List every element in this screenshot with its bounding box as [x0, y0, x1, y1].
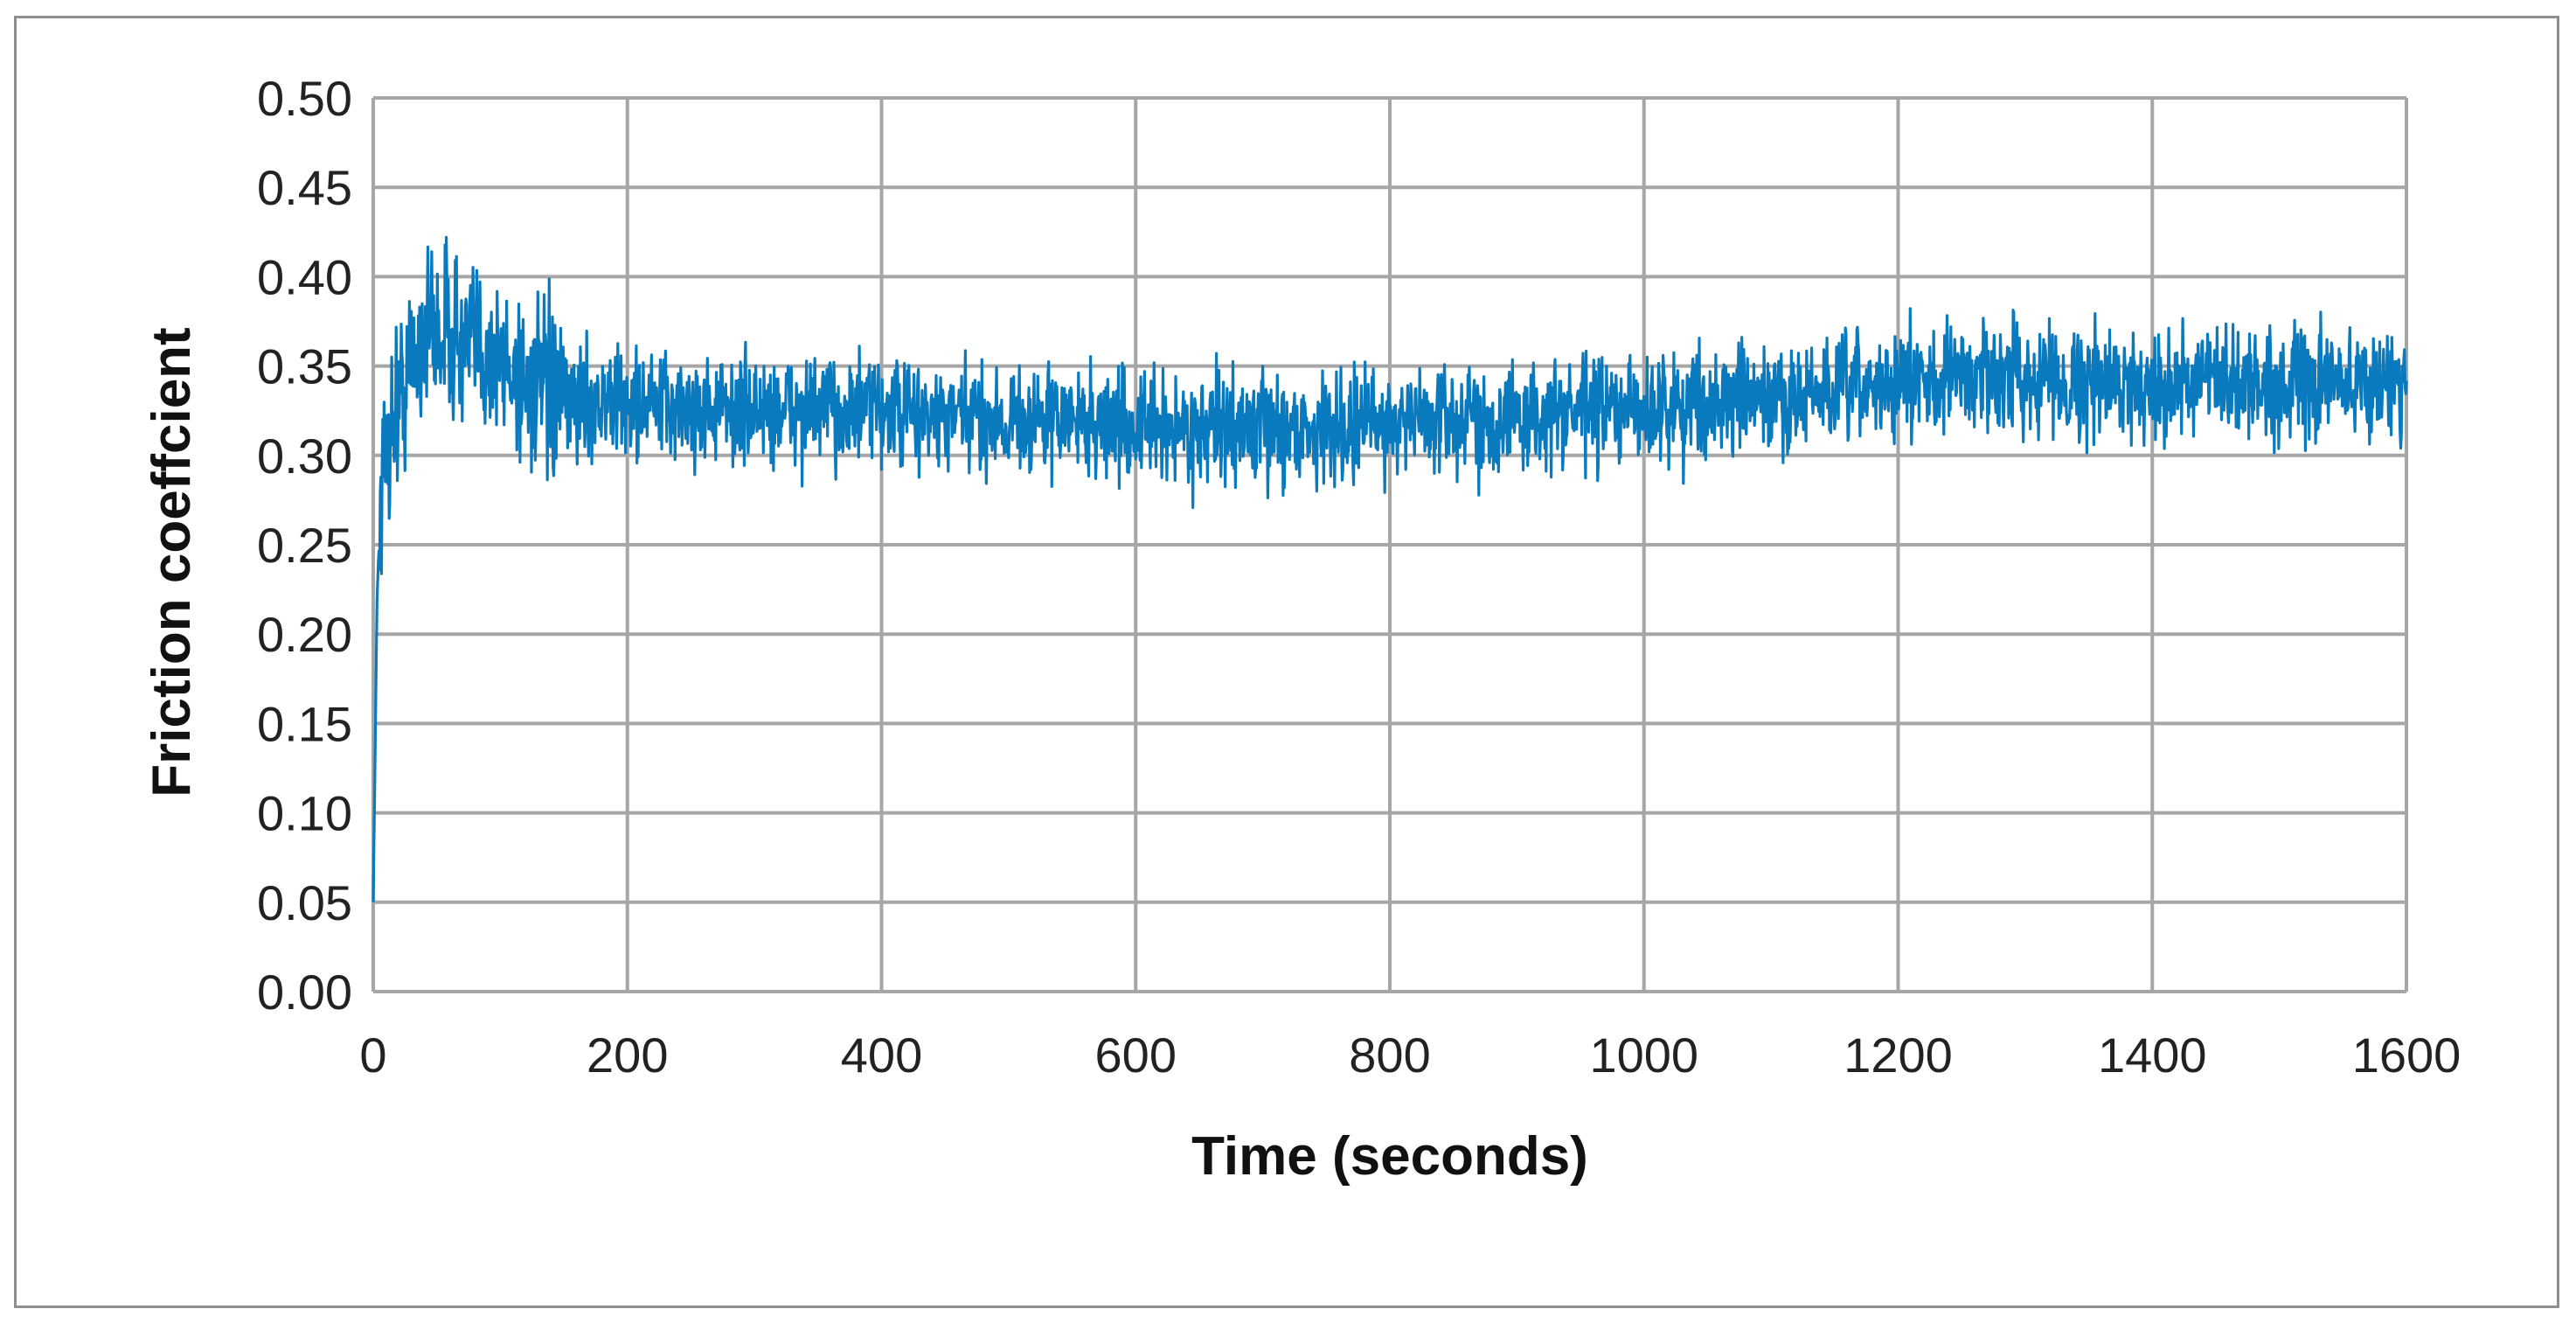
x-axis-title: Time (seconds)	[1191, 1126, 1588, 1187]
y-axis-title: Friction coeffcient	[142, 327, 202, 797]
y-tick-label: 0.25	[257, 518, 352, 573]
x-tick-label: 1200	[1843, 1027, 1953, 1083]
x-tick-label: 400	[841, 1027, 922, 1083]
y-tick-label: 0.50	[257, 71, 352, 126]
x-tick-label: 1000	[1589, 1027, 1698, 1083]
x-tick-label: 200	[587, 1027, 668, 1083]
chart-frame: 0.00 0.05 0.10 0.15 0.20 0.25 0.30 0.35 0.40 0.45…	[14, 16, 2559, 1308]
series-layer	[371, 235, 2408, 902]
y-tick-label: 0.45	[257, 160, 352, 215]
y-tick-label: 0.15	[257, 696, 352, 751]
y-tick-label: 0.40	[257, 249, 352, 304]
y-tick-labels: 0.00 0.05 0.10 0.15 0.20 0.25 0.30 0.35 0.40 0.45…	[257, 71, 352, 1020]
y-tick-label: 0.05	[257, 875, 352, 930]
x-tick-label: 600	[1095, 1027, 1177, 1083]
y-tick-label: 0.10	[257, 786, 352, 841]
x-tick-label: 0	[359, 1027, 386, 1083]
series-line	[371, 235, 2408, 902]
x-tick-label: 1400	[2098, 1027, 2207, 1083]
y-tick-label: 0.00	[257, 964, 352, 1020]
x-tick-labels: 0 200 400 600 800 1000 1200 1400 1600	[359, 1027, 2461, 1083]
y-tick-label: 0.20	[257, 607, 352, 662]
x-tick-label: 800	[1349, 1027, 1430, 1083]
grid	[371, 96, 2408, 993]
y-tick-label: 0.35	[257, 339, 352, 394]
friction-chart: 0.00 0.05 0.10 0.15 0.20 0.25 0.30 0.35 0.40 0.45…	[142, 71, 2461, 1187]
x-tick-label: 1600	[2352, 1027, 2461, 1083]
y-tick-label: 0.30	[257, 428, 352, 484]
